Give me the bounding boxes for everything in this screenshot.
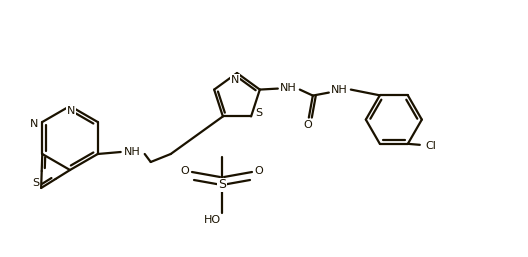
Text: O: O (254, 166, 263, 176)
Text: S: S (256, 108, 262, 118)
Text: Cl: Cl (426, 141, 437, 151)
Text: HO: HO (203, 215, 221, 225)
Text: N: N (30, 119, 39, 129)
Text: NH: NH (124, 147, 141, 157)
Text: O: O (181, 166, 190, 176)
Text: NH: NH (331, 85, 347, 95)
Text: N: N (231, 75, 239, 85)
Text: S: S (33, 178, 40, 188)
Text: N: N (67, 106, 75, 116)
Text: O: O (304, 120, 312, 130)
Text: NH: NH (279, 82, 296, 93)
Text: S: S (218, 179, 226, 191)
